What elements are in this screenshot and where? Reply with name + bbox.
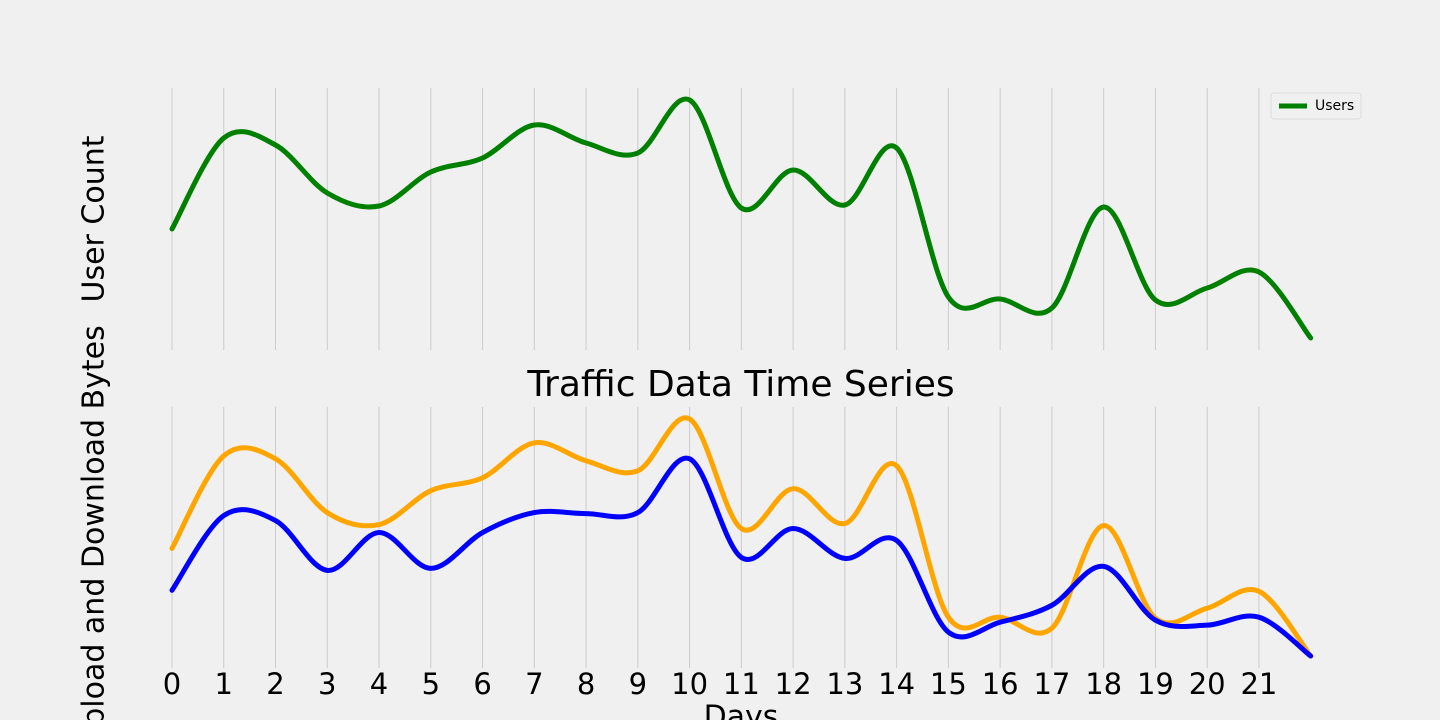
x-tick-label: 6 (473, 667, 491, 701)
x-tick-label: 12 (775, 667, 812, 701)
x-tick-label: 13 (826, 667, 863, 701)
x-tick-label: 19 (1137, 667, 1174, 701)
legend-box (1270, 92, 1362, 120)
y-axis-label: User Count (77, 135, 112, 302)
x-tick-label: 7 (525, 667, 543, 701)
x-tick-label: 8 (577, 667, 595, 701)
x-axis-label: Days (704, 700, 779, 720)
x-tick-label: 0 (163, 667, 181, 701)
x-tick-label: 1 (215, 667, 233, 701)
x-tick-label: 18 (1085, 667, 1122, 701)
x-tick-label: 15 (930, 667, 967, 701)
legend-label: Users (1315, 98, 1354, 114)
x-tick-label: 4 (370, 667, 388, 701)
x-tick-label: 9 (629, 667, 647, 701)
chart-title: Traffic Data Time Series (526, 364, 954, 405)
data-line (169, 415, 1314, 659)
x-tick-label: 16 (982, 667, 1019, 701)
x-tick-label: 3 (318, 667, 336, 701)
y-axis-label: Upload and Download Bytes (77, 325, 112, 720)
x-tick-label: 5 (422, 667, 440, 701)
x-tick-label: 20 (1189, 667, 1226, 701)
x-tick-label: 11 (723, 667, 760, 701)
x-tick-label: 2 (266, 667, 284, 701)
data-line (169, 455, 1314, 659)
x-tick-label: 10 (671, 667, 708, 701)
x-tick-label: 14 (878, 667, 915, 701)
data-line (169, 96, 1314, 341)
x-tick-label: 17 (1033, 667, 1070, 701)
x-tick-label: 21 (1240, 667, 1277, 701)
